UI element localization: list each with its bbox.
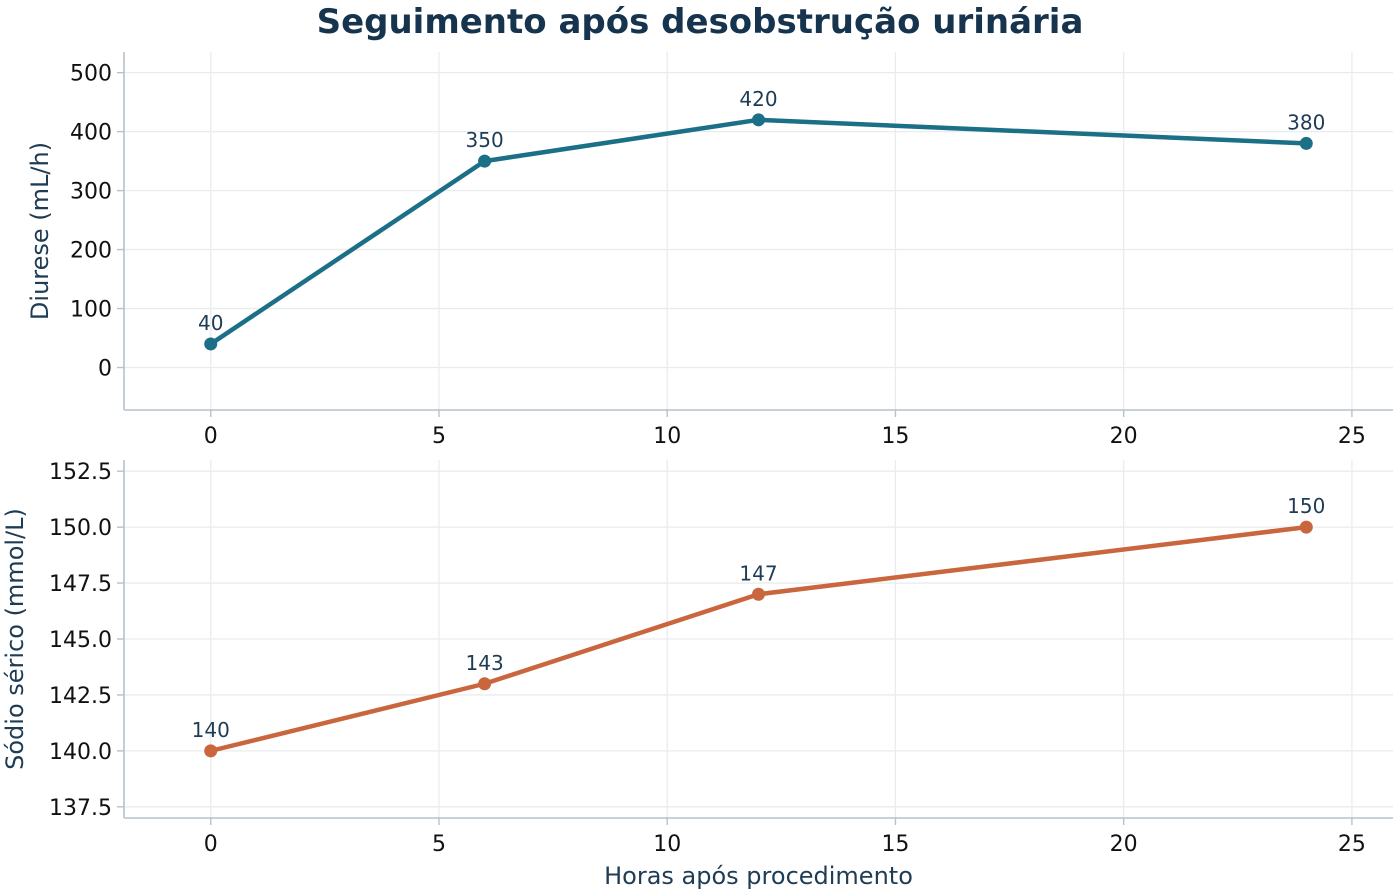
diurese-data-label: 40 (198, 311, 223, 335)
diurese-y-tick-label: 500 (70, 62, 112, 87)
sodio-x-tick-label: 20 (1110, 832, 1138, 857)
diurese-y-tick-label: 100 (70, 298, 112, 323)
sodio-data-point (752, 587, 765, 601)
sodio-data-point (478, 677, 492, 691)
diurese-data-label: 420 (739, 87, 777, 111)
sodio-x-tick-label: 0 (204, 832, 218, 857)
sodio-y-tick-label: 140.0 (49, 740, 112, 765)
sodio-data-label: 150 (1287, 494, 1325, 518)
diurese-data-point (1299, 136, 1313, 150)
sodio-y-tick-label: 152.5 (49, 460, 112, 485)
sodio-x-tick-label: 5 (432, 832, 446, 857)
diurese-data-label: 380 (1287, 110, 1325, 134)
sodio-x-tick-label: 15 (881, 832, 909, 857)
sodio-y-tick-label: 137.5 (49, 796, 112, 821)
sodio-x-tick-label: 25 (1338, 832, 1366, 857)
diurese-y-axis-title: Diurese (mL/h) (26, 142, 54, 320)
diurese-x-tick-label: 15 (881, 424, 909, 449)
diurese-y-tick-label: 300 (70, 180, 112, 205)
sodio-x-tick-label: 10 (653, 832, 681, 857)
chart-title: Seguimento após desobstrução urinária (317, 2, 1084, 42)
sodio-y-axis-title: Sódio sérico (mmol/L) (1, 508, 29, 770)
sodio-x-axis-title: Horas após procedimento (604, 862, 913, 890)
diurese-data-point (204, 337, 218, 351)
diurese-data-point (478, 154, 492, 168)
sodio-data-label: 147 (739, 561, 777, 585)
diurese-x-tick-label: 0 (204, 424, 218, 449)
sodio-data-label: 143 (466, 651, 504, 675)
sodio-y-tick-label: 150.0 (49, 516, 112, 541)
sodio-series-line (208, 524, 1309, 754)
sodio-y-tick-label: 142.5 (49, 684, 112, 709)
diurese-x-tick-label: 25 (1338, 424, 1366, 449)
diurese-x-tick-label: 10 (653, 424, 681, 449)
diurese-data-label: 350 (466, 128, 504, 152)
diurese-data-point (752, 113, 765, 127)
diurese-x-tick-label: 20 (1110, 424, 1138, 449)
diurese-series-line (208, 117, 1309, 347)
diurese-y-tick-label: 400 (70, 121, 112, 146)
diurese-y-tick-label: 200 (70, 239, 112, 264)
sodio-data-point (1299, 520, 1313, 534)
sodio-y-tick-label: 145.0 (49, 628, 112, 653)
sodio-data-label: 140 (192, 718, 230, 742)
sodio-data-point (204, 744, 218, 758)
diurese-y-tick-label: 0 (98, 357, 112, 382)
diurese-x-tick-label: 5 (432, 424, 446, 449)
sodio-y-tick-label: 147.5 (49, 572, 112, 597)
